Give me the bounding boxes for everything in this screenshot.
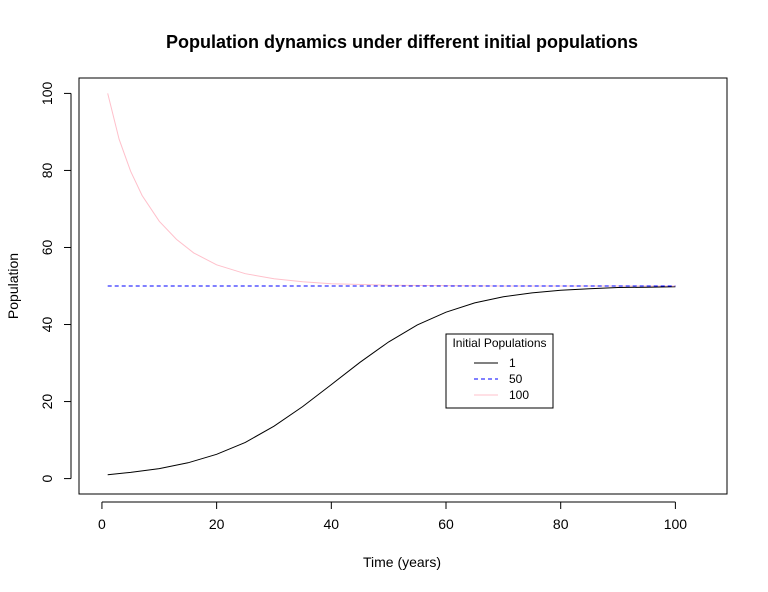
legend-title: Initial Populations: [452, 336, 546, 350]
y-tick-label: 0: [39, 474, 55, 482]
x-tick-label: 100: [664, 516, 688, 532]
legend-label-100: 100: [509, 388, 529, 402]
legend-label-1: 1: [509, 356, 516, 370]
x-tick-label: 40: [324, 516, 340, 532]
plot-area: [78, 77, 728, 495]
legend-label-50: 50: [509, 372, 523, 386]
series-line-100: [107, 93, 676, 287]
x-axis-title: Time (years): [363, 554, 441, 570]
legend-items: 1 50 100: [474, 356, 529, 402]
legend: Initial Populations 1 50 100: [445, 333, 554, 409]
x-tick-label: 60: [438, 516, 454, 532]
y-tick-label: 20: [39, 394, 55, 410]
y-axis-title: Population: [5, 253, 21, 319]
y-tick-label: 80: [39, 162, 55, 178]
y-tick-label: 100: [39, 82, 55, 106]
y-tick-label: 60: [39, 239, 55, 255]
x-tick-label: 20: [209, 516, 225, 532]
x-tick-label: 80: [553, 516, 569, 532]
series-layer: [107, 93, 676, 476]
y-axis: 0 20 40 60 80 100: [39, 82, 72, 482]
y-tick-label: 40: [39, 317, 55, 333]
chart-title: Population dynamics under different init…: [166, 32, 638, 52]
legend-box: [445, 333, 554, 409]
series-line-1: [107, 286, 676, 476]
x-axis: 0 20 40 60 80 100: [98, 501, 688, 532]
x-tick-label: 0: [98, 516, 106, 532]
